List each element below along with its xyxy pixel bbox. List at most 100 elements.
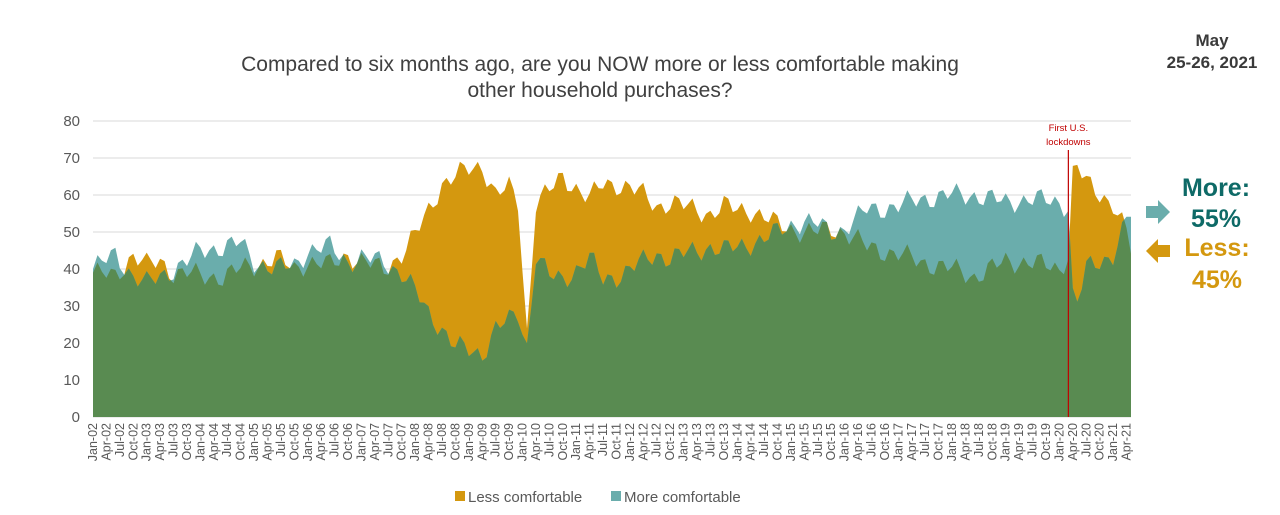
- y-tick-label: 60: [63, 187, 80, 204]
- x-tick-label: Apr-11: [583, 423, 597, 460]
- x-tick-label: Jul-12: [650, 423, 664, 457]
- x-tick-label: Jul-18: [972, 423, 986, 457]
- series-overlap-area: [93, 183, 1131, 417]
- x-tick-label: Jan-13: [677, 423, 691, 461]
- chart-title-line-1: Compared to six months ago, are you NOW …: [241, 53, 959, 76]
- x-tick-label: Jan-14: [730, 423, 744, 461]
- survey-date-line-2: 25-26, 2021: [1167, 53, 1258, 72]
- x-tick-label: Jan-09: [462, 423, 476, 461]
- x-tick-label: Apr-02: [99, 423, 113, 461]
- y-tick-label: 70: [63, 150, 80, 167]
- y-tick-label: 10: [63, 372, 80, 389]
- x-tick-label: Jan-10: [516, 423, 530, 461]
- x-tick-label: Apr-14: [744, 423, 758, 461]
- x-tick-label: Jan-15: [784, 423, 798, 461]
- x-tick-label: Jul-03: [167, 423, 181, 457]
- legend: Less comfortable More comfortable: [455, 489, 741, 506]
- x-tick-label: Jan-17: [891, 423, 905, 461]
- x-tick-label: Apr-17: [905, 423, 919, 461]
- x-tick-label: Jul-10: [542, 423, 556, 457]
- lockdown-annotation-line-1: First U.S.: [1049, 123, 1089, 134]
- y-tick-label: 0: [72, 409, 80, 426]
- y-tick-label: 80: [63, 113, 80, 130]
- x-tick-label: Apr-20: [1066, 423, 1080, 461]
- x-tick-label: Jul-17: [918, 423, 932, 457]
- x-tick-label: Oct-10: [556, 423, 570, 461]
- x-tick-label: Apr-07: [368, 423, 382, 461]
- x-tick-label: Jan-20: [1052, 423, 1066, 461]
- x-tick-label: Apr-06: [314, 423, 328, 461]
- x-tick-label: Oct-02: [126, 423, 140, 461]
- x-tick-label: Apr-10: [529, 423, 543, 461]
- less-callout-label: Less:: [1184, 234, 1249, 262]
- legend-label-more: More comfortable: [624, 489, 741, 506]
- x-tick-label: Jul-11: [596, 423, 610, 456]
- x-tick-label: Jul-06: [328, 423, 342, 457]
- lockdown-annotation-line-2: lockdowns: [1046, 137, 1091, 148]
- x-tick-label: Oct-14: [771, 423, 785, 461]
- x-tick-label: Apr-15: [797, 423, 811, 461]
- x-tick-label: Jan-08: [408, 423, 422, 461]
- survey-date-line-1: May: [1195, 31, 1229, 50]
- x-tick-label: Jul-09: [489, 423, 503, 457]
- legend-swatch-less: [455, 491, 465, 501]
- x-tick-label: Oct-06: [341, 423, 355, 461]
- y-tick-label: 50: [63, 224, 80, 241]
- x-tick-label: Jan-06: [301, 423, 315, 461]
- x-tick-label: Jul-04: [220, 423, 234, 457]
- y-tick-label: 30: [63, 298, 80, 315]
- x-tick-label: Oct-19: [1039, 423, 1053, 461]
- y-tick-label: 40: [63, 261, 80, 278]
- x-tick-label: Oct-11: [610, 423, 624, 460]
- x-tick-label: Jul-20: [1079, 423, 1093, 457]
- x-tick-label: Jul-16: [865, 423, 879, 457]
- x-tick-label: Apr-21: [1120, 423, 1134, 461]
- more-callout-label: More:: [1182, 174, 1250, 202]
- x-tick-label: Apr-04: [207, 423, 221, 461]
- x-tick-label: Apr-18: [959, 423, 973, 461]
- x-tick-label: Jul-13: [703, 423, 717, 457]
- x-tick-label: Jul-05: [274, 423, 288, 457]
- x-tick-label: Jul-02: [113, 423, 127, 457]
- x-tick-label: Oct-16: [878, 423, 892, 461]
- x-tick-label: Apr-19: [1012, 423, 1026, 461]
- x-tick-label: Jan-05: [247, 423, 261, 461]
- x-tick-label: Jan-19: [999, 423, 1013, 461]
- x-tick-label: Jan-12: [623, 423, 637, 461]
- legend-label-less: Less comfortable: [468, 489, 582, 506]
- x-tick-label: Jan-07: [354, 423, 368, 461]
- x-tick-label: Jan-16: [838, 423, 852, 461]
- x-tick-label: Apr-16: [851, 423, 865, 461]
- x-tick-label: Oct-15: [824, 423, 838, 461]
- callouts: More: 55% Less: 45%: [1146, 174, 1250, 294]
- x-tick-label: Oct-18: [985, 423, 999, 461]
- x-tick-label: Oct-20: [1093, 423, 1107, 461]
- x-tick-label: Oct-13: [717, 423, 731, 461]
- x-tick-label: Oct-08: [448, 423, 462, 461]
- x-tick-label: Apr-08: [422, 423, 436, 461]
- x-axis-ticks: Jan-02 Apr-02 Jul-02 Oct-02 Jan-03 Apr-03 Jul-…: [86, 423, 1134, 461]
- x-tick-label: Jan-02: [86, 423, 100, 461]
- x-tick-label: Jan-03: [140, 423, 154, 461]
- y-axis-ticks: 0 10 20 30 40 50 60 70 80: [63, 113, 80, 426]
- x-tick-label: Jan-18: [945, 423, 959, 461]
- x-tick-label: Apr-13: [690, 423, 704, 461]
- x-tick-label: Jul-08: [435, 423, 449, 457]
- x-tick-label: Jan-04: [193, 423, 207, 461]
- x-tick-label: Oct-05: [287, 423, 301, 461]
- x-tick-label: Jul-19: [1026, 423, 1040, 457]
- arrow-left-icon: [1146, 239, 1170, 263]
- x-tick-label: Oct-17: [932, 423, 946, 461]
- x-tick-label: Apr-05: [261, 423, 275, 461]
- x-tick-label: Oct-12: [663, 423, 677, 461]
- x-tick-label: Oct-07: [395, 423, 409, 461]
- y-tick-label: 20: [63, 335, 80, 352]
- x-tick-label: Apr-09: [475, 423, 489, 461]
- x-tick-label: Oct-04: [234, 423, 248, 461]
- chart-title-line-2: other household purchases?: [467, 79, 732, 102]
- arrow-left-icon: [1146, 200, 1170, 224]
- x-tick-label: Apr-12: [636, 423, 650, 461]
- less-callout-value: 45%: [1192, 266, 1242, 294]
- plot-areas: [93, 161, 1131, 417]
